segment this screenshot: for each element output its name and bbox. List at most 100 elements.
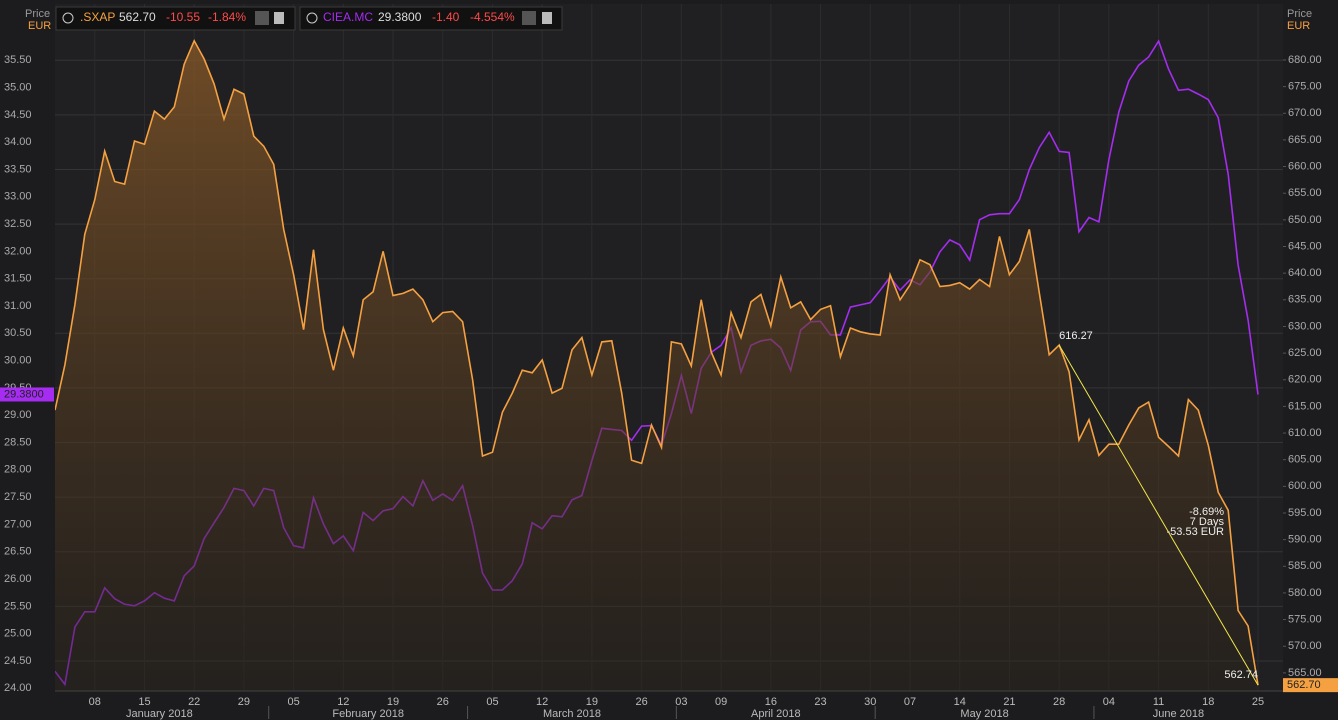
y2-tick-label: 615.00 [1288, 400, 1322, 412]
y2-tick-label: 630.00 [1288, 320, 1322, 332]
x-tick-label: 22 [188, 696, 200, 708]
last-value-label: 29.3800 [4, 388, 44, 400]
x-tick-label: 07 [904, 696, 916, 708]
y2-tick-label: 625.00 [1288, 347, 1322, 359]
y2-tick-label: 565.00 [1288, 667, 1322, 679]
y2-tick-label: 590.00 [1288, 534, 1322, 546]
y2-tick-label: 645.00 [1288, 240, 1322, 252]
y-axis-unit: EUR [28, 20, 51, 32]
delete-button[interactable] [542, 12, 552, 24]
legend-box [299, 6, 563, 31]
annotation: 7 Days [1190, 516, 1225, 528]
annotation: 562.74 [1224, 669, 1258, 681]
y-tick-label: 33.00 [4, 191, 32, 203]
last-value-badge [0, 387, 54, 402]
legend-change-pct: -1.84% [208, 10, 246, 24]
y2-tick-label: 595.00 [1288, 507, 1322, 519]
annotation: 616.27 [1059, 330, 1093, 342]
y2-axis-unit: EUR [1287, 20, 1310, 32]
line [55, 38, 1259, 686]
x-tick-label: 30 [864, 696, 876, 708]
y2-tick-label: 660.00 [1288, 160, 1322, 172]
x-group-label: January 2018 [126, 708, 193, 720]
y-tick-label: 33.50 [4, 163, 32, 175]
y-tick-label: 32.50 [4, 218, 32, 230]
y-tick-label: 28.00 [4, 464, 32, 476]
y-tick-label: 26.00 [4, 573, 32, 585]
y-tick-label: 27.50 [4, 491, 32, 503]
delete-button[interactable] [274, 12, 284, 24]
y-tick-label: 24.00 [4, 682, 32, 694]
annotation: -8.69% [1189, 506, 1224, 518]
legend-last: 29.3800 [378, 10, 422, 24]
x-tick-label: 16 [765, 696, 777, 708]
x-tick-label: 12 [536, 696, 548, 708]
x-tick-label: 23 [814, 696, 826, 708]
y-tick-label: 32.00 [4, 245, 32, 257]
y2-tick-label: 675.00 [1288, 81, 1322, 93]
legend-change: -1.40 [432, 10, 460, 24]
dropdown-button[interactable] [522, 11, 536, 25]
legend-change: -10.55 [166, 10, 200, 24]
last-value-badge [1283, 678, 1338, 693]
x-group-label: June 2018 [1153, 708, 1204, 720]
last-value-label: 562.70 [1287, 679, 1321, 691]
y2-tick-label: 580.00 [1288, 587, 1322, 599]
y2-tick-label: 600.00 [1288, 480, 1322, 492]
x-tick-label: 26 [437, 696, 449, 708]
x-tick-label: 14 [954, 696, 966, 708]
y-tick-label: 30.00 [4, 355, 32, 367]
x-group-label: February 2018 [332, 708, 404, 720]
y-tick-label: 31.00 [4, 300, 32, 312]
x-group-label: May 2018 [960, 708, 1008, 720]
y-tick-label: 28.50 [4, 436, 32, 448]
legend-box [55, 6, 296, 31]
x-tick-label: 21 [1003, 696, 1015, 708]
x-tick-label: 25 [1252, 696, 1264, 708]
y-tick-label: 30.50 [4, 327, 32, 339]
y-tick-label: 24.50 [4, 655, 32, 667]
y-tick-label: 25.50 [4, 600, 32, 612]
y2-tick-label: 650.00 [1288, 214, 1322, 226]
y2-tick-label: 620.00 [1288, 374, 1322, 386]
x-tick-label: 08 [89, 696, 101, 708]
clock-icon [306, 12, 318, 24]
y2-tick-label: 670.00 [1288, 107, 1322, 119]
x-tick-label: 15 [138, 696, 150, 708]
legend-name: CIEA.MC [323, 10, 373, 24]
y2-tick-label: 610.00 [1288, 427, 1322, 439]
x-tick-label: 29 [238, 696, 250, 708]
legend: .SXAP 562.70 -10.55 -1.84% CIEA.MC 29.38… [55, 6, 563, 31]
y-tick-label: 35.00 [4, 81, 32, 93]
legend-last: 562.70 [119, 10, 156, 24]
annotation: -53.53 EUR [1167, 526, 1225, 538]
x-tick-label: 28 [1053, 696, 1065, 708]
legend-change-pct: -4.554% [470, 10, 515, 24]
clock-icon [62, 12, 74, 24]
y2-tick-label: 655.00 [1288, 187, 1322, 199]
x-tick-label: 19 [387, 696, 399, 708]
x-tick-label: 26 [635, 696, 647, 708]
x-group-label: March 2018 [543, 708, 601, 720]
dropdown-button[interactable] [255, 11, 269, 25]
y2-tick-label: 665.00 [1288, 134, 1322, 146]
y-tick-label: 25.00 [4, 628, 32, 640]
y2-axis-label: Price [1287, 8, 1312, 20]
y2-tick-label: 680.00 [1288, 54, 1322, 66]
y2-tick-label: 605.00 [1288, 454, 1322, 466]
y-tick-label: 34.50 [4, 109, 32, 121]
y2-tick-label: 575.00 [1288, 613, 1322, 625]
x-tick-label: 19 [586, 696, 598, 708]
y2-tick-label: 635.00 [1288, 294, 1322, 306]
y-axis-label: Price [25, 8, 50, 20]
y-tick-label: 31.50 [4, 273, 32, 285]
x-tick-label: 09 [715, 696, 727, 708]
y-tick-label: 26.50 [4, 546, 32, 558]
legend-name: .SXAP [80, 10, 115, 24]
y-tick-label: 29.00 [4, 409, 32, 421]
y2-tick-label: 585.00 [1288, 560, 1322, 572]
x-tick-label: 12 [337, 696, 349, 708]
x-tick-label: 04 [1103, 696, 1115, 708]
x-group-label: April 2018 [751, 708, 801, 720]
